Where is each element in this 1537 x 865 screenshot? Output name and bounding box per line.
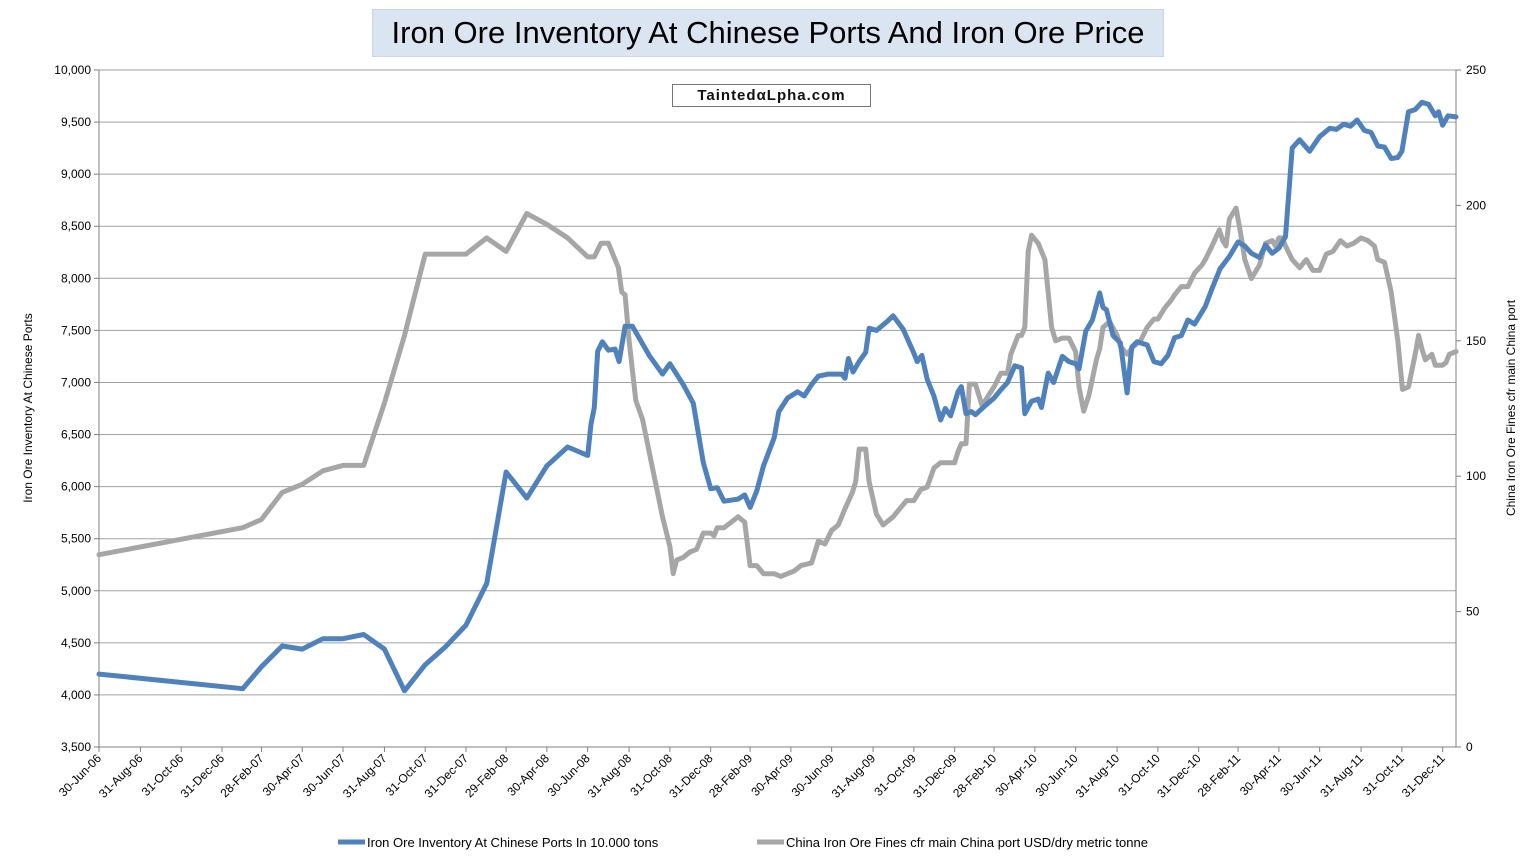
left-axis-ticks: 3,500 4,000 4,500 5,000 5,500 6,000 6,500 7,000… xyxy=(54,63,99,754)
x-tick-label: 30-Apr-10 xyxy=(992,751,1040,799)
left-tick-label: 6,000 xyxy=(61,480,91,494)
series-layer xyxy=(96,99,1459,694)
left-tick-label: 5,000 xyxy=(61,584,91,598)
right-tick-label: 50 xyxy=(1466,605,1480,619)
x-tick-label: 28-Feb-07 xyxy=(218,751,267,800)
left-tick-label: 9,500 xyxy=(61,115,91,129)
x-axis-ticks: 30-Jun-0631-Aug-0631-Oct-0631-Dec-0628-F… xyxy=(56,747,1448,801)
x-tick-label: 28-Feb-11 xyxy=(1195,751,1244,800)
legend-entry-label: China Iron Ore Fines cfr main China port… xyxy=(786,835,1148,850)
left-tick-label: 8,000 xyxy=(61,271,91,285)
left-axis-label: Iron Ore Inventory At Chinese Ports xyxy=(21,313,35,502)
x-tick-label: 28-Feb-09 xyxy=(706,751,755,800)
x-tick-label: 30-Apr-09 xyxy=(748,751,796,799)
legend: Iron Ore Inventory At Chinese Ports In 1… xyxy=(338,835,1148,850)
right-tick-label: 200 xyxy=(1466,198,1486,212)
x-tick-label: 31-Dec-11 xyxy=(1399,751,1448,800)
x-tick-label: 28-Feb-10 xyxy=(950,751,999,800)
left-tick-label: 6,500 xyxy=(61,428,91,442)
x-tick-label: 30-Apr-08 xyxy=(504,751,552,799)
x-tick-label: 31-Aug-09 xyxy=(829,751,879,801)
x-tick-label: 31-Dec-10 xyxy=(1154,751,1204,801)
watermark-logo: TaintedαLpha.com xyxy=(672,84,871,107)
left-tick-label: 3,500 xyxy=(61,740,91,754)
right-tick-label: 150 xyxy=(1466,334,1486,348)
right-tick-label: 0 xyxy=(1466,740,1473,754)
right-tick-label: 250 xyxy=(1466,63,1486,77)
x-tick-label: 31-Aug-11 xyxy=(1317,751,1366,800)
axes xyxy=(98,70,1457,748)
x-tick-label: 31-Aug-06 xyxy=(96,751,146,801)
right-tick-label: 100 xyxy=(1466,469,1486,483)
x-tick-label: 31-Aug-07 xyxy=(340,751,390,801)
left-tick-label: 9,000 xyxy=(61,167,91,181)
left-tick-label: 10,000 xyxy=(54,63,91,77)
x-tick-label: 29-Feb-08 xyxy=(462,751,511,800)
legend-entry-label: Iron Ore Inventory At Chinese Ports In 1… xyxy=(367,835,659,850)
inventory-series-line xyxy=(96,99,1459,694)
price-series-line xyxy=(96,205,1459,579)
left-tick-label: 5,500 xyxy=(61,532,91,546)
x-tick-label: 31-Aug-08 xyxy=(585,751,635,801)
left-tick-label: 7,500 xyxy=(61,323,91,337)
x-tick-label: 31-Aug-10 xyxy=(1073,751,1123,801)
left-tick-label: 7,000 xyxy=(61,375,91,389)
chart-title: Iron Ore Inventory At Chinese Ports And … xyxy=(372,9,1164,57)
left-tick-label: 4,000 xyxy=(61,688,91,702)
gridlines xyxy=(99,69,1456,696)
x-tick-label: 30-Apr-07 xyxy=(260,751,308,799)
left-tick-label: 4,500 xyxy=(61,636,91,650)
left-tick-label: 8,500 xyxy=(61,219,91,233)
x-tick-label: 30-Apr-11 xyxy=(1237,751,1284,798)
right-axis-ticks: 0 50 100 150 200 250 xyxy=(1456,63,1486,754)
right-axis-label: China Iron Ore Fines cfr main China port xyxy=(1504,299,1518,516)
